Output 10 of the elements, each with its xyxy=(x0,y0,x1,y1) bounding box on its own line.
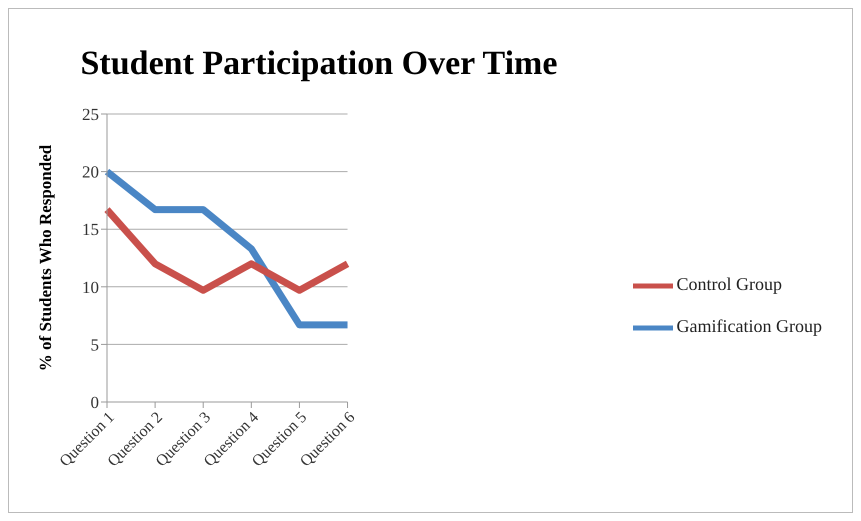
y-tick-label: 15 xyxy=(82,220,99,240)
legend-label: Control Group xyxy=(676,274,782,294)
y-tick-label: 0 xyxy=(90,393,99,412)
y-tick-label: 20 xyxy=(82,162,99,182)
y-axis-title: % of Students Who Responded xyxy=(36,144,56,372)
y-tick-label: 5 xyxy=(90,335,99,354)
y-tick-label: 25 xyxy=(82,105,99,124)
legend-label: Gamification Group xyxy=(676,316,822,336)
y-tick-label: 10 xyxy=(82,278,99,297)
chart-title: Student Participation Over Time xyxy=(80,45,558,83)
